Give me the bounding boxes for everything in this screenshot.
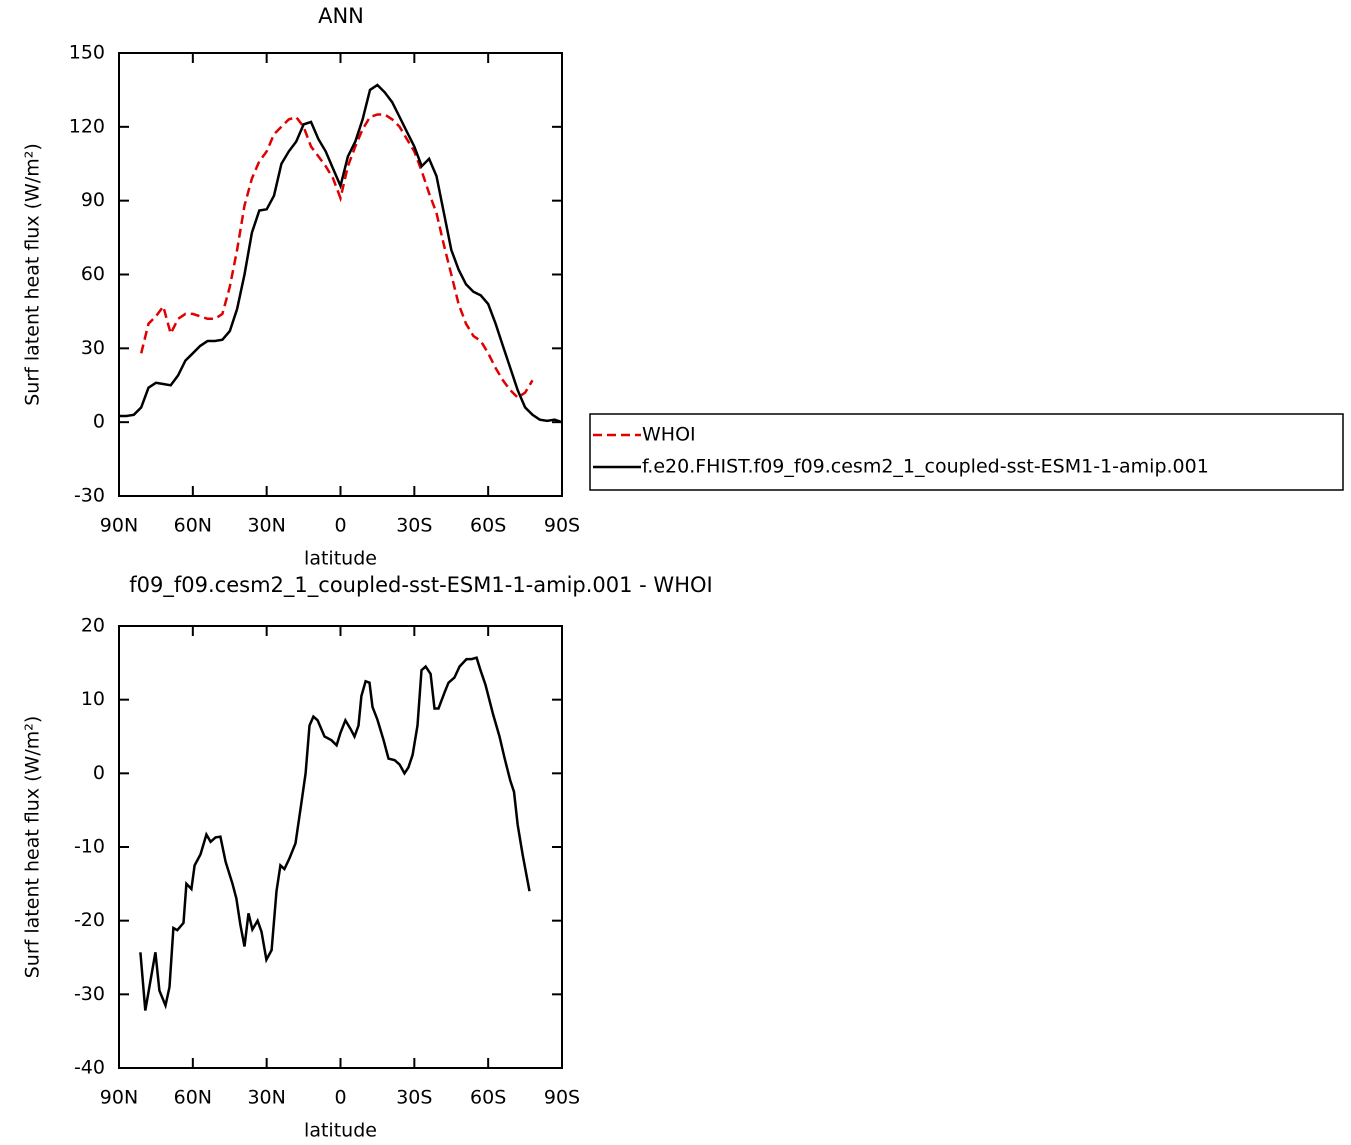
y-tick-label: 30 bbox=[81, 337, 105, 359]
chart-title: f09_f09.cesm2_1_coupled-sst-ESM1-1-amip.… bbox=[129, 573, 712, 598]
x-tick-label: 30S bbox=[396, 515, 432, 537]
legend-label: WHOI bbox=[642, 424, 696, 446]
y-tick-label: 0 bbox=[93, 762, 105, 784]
y-tick-label: -10 bbox=[74, 836, 105, 858]
y-tick-label: 10 bbox=[81, 688, 105, 710]
y-tick-label: 60 bbox=[81, 263, 105, 285]
y-tick-label: -20 bbox=[74, 909, 105, 931]
x-tick-label: 0 bbox=[334, 515, 346, 537]
x-tick-label: 90N bbox=[100, 1087, 138, 1109]
y-tick-label: 20 bbox=[81, 615, 105, 637]
y-tick-label: 150 bbox=[69, 42, 105, 64]
y-tick-label: -30 bbox=[74, 485, 105, 507]
x-tick-label: 60S bbox=[470, 515, 506, 537]
legend-box bbox=[589, 413, 1344, 491]
y-tick-label: 90 bbox=[81, 189, 105, 211]
x-axis-label: latitude bbox=[304, 1120, 377, 1142]
data-line bbox=[139, 656, 531, 1011]
x-tick-label: 60N bbox=[174, 1087, 212, 1109]
x-tick-label: 30N bbox=[247, 515, 285, 537]
x-tick-label: 60N bbox=[174, 515, 212, 537]
plot-frame bbox=[118, 625, 563, 1069]
y-axis-label: Surf latent heat flux (W/m²) bbox=[22, 143, 44, 406]
x-tick-label: 90S bbox=[544, 515, 580, 537]
plot-frame bbox=[118, 52, 563, 497]
x-tick-label: 0 bbox=[334, 1087, 346, 1109]
y-tick-label: -40 bbox=[74, 1057, 105, 1079]
x-tick-label: 30S bbox=[396, 1087, 432, 1109]
y-tick-label: 0 bbox=[93, 411, 105, 433]
x-tick-label: 90N bbox=[100, 515, 138, 537]
data-line bbox=[119, 83, 563, 424]
x-tick-label: 30N bbox=[247, 1087, 285, 1109]
x-axis-label: latitude bbox=[304, 548, 377, 570]
y-axis-label: Surf latent heat flux (W/m²) bbox=[22, 716, 44, 979]
y-tick-label: -30 bbox=[74, 983, 105, 1005]
chart-title: ANN bbox=[318, 4, 364, 28]
data-line bbox=[139, 113, 534, 400]
x-tick-label: 90S bbox=[544, 1087, 580, 1109]
x-tick-label: 60S bbox=[470, 1087, 506, 1109]
y-tick-label: 120 bbox=[69, 115, 105, 137]
legend-label: f.e20.FHIST.f09_f09.cesm2_1_coupled-sst-… bbox=[642, 456, 1209, 478]
